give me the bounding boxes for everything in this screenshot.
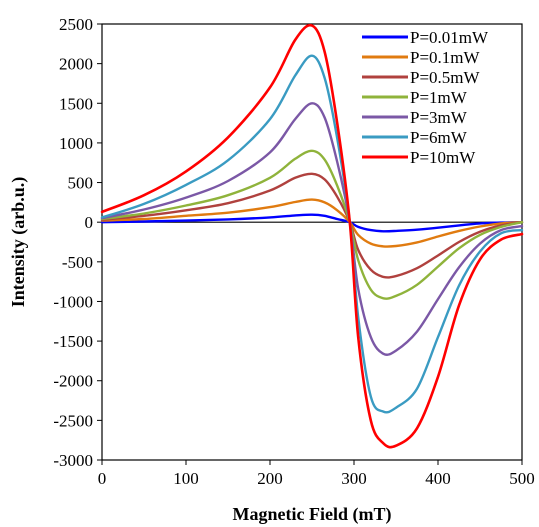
y-tick-label: 0: [85, 213, 94, 232]
legend-label: P=1mW: [410, 88, 468, 107]
legend-label: P=0.01mW: [410, 28, 489, 47]
y-axis-title: Intensity (arb.u.): [8, 177, 29, 308]
y-tick-label: -3000: [53, 451, 93, 470]
legend-label: P=0.1mW: [410, 48, 481, 67]
y-tick-label: 1000: [59, 134, 93, 153]
y-tick-label: -1500: [53, 332, 93, 351]
y-tick-label: 500: [68, 174, 94, 193]
series-line-2: [100, 198, 524, 248]
y-tick-label: -2500: [53, 411, 93, 430]
x-tick-label: 300: [341, 469, 367, 488]
plot-frame: [101, 23, 523, 461]
y-tick-label: -1000: [53, 292, 93, 311]
x-tick-label: 200: [257, 469, 283, 488]
legend-label: P=0.5mW: [410, 68, 481, 87]
series-line-4: [100, 149, 524, 300]
y-tick-label: -2000: [53, 372, 93, 391]
legend-label: P=10mW: [410, 148, 476, 167]
legend-label: P=6mW: [410, 128, 468, 147]
legend: P=0.01mWP=0.1mWP=0.5mWP=1mWP=3mWP=6mWP=1…: [362, 28, 489, 167]
legend-label: P=3mW: [410, 108, 468, 127]
axes: 25002000150010005000-500-1000-1500-2000-…: [53, 15, 534, 488]
x-tick-label: 0: [98, 469, 107, 488]
series-line-7: [100, 23, 524, 449]
y-tick-label: 2000: [59, 55, 93, 74]
series-line-1: [100, 213, 524, 233]
x-tick-label: 400: [425, 469, 451, 488]
y-tick-label: -500: [62, 253, 93, 272]
series-group: [100, 23, 524, 449]
y-tick-label: 2500: [59, 15, 93, 34]
y-tick-label: 1500: [59, 94, 93, 113]
x-tick-label: 500: [509, 469, 535, 488]
x-tick-label: 100: [173, 469, 199, 488]
x-axis-title: Magnetic Field (mT): [233, 504, 392, 525]
